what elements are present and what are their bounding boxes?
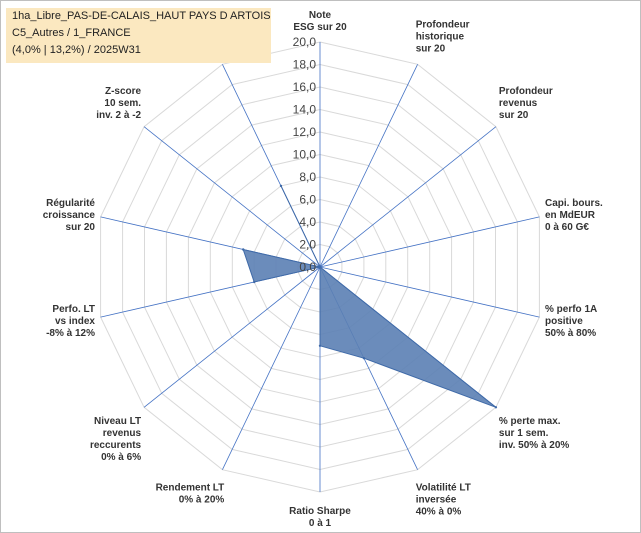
axis-label-line: positive xyxy=(545,316,583,327)
axis-label-line: 50% à 80% xyxy=(545,328,596,339)
axis-label-line: Profondeur xyxy=(499,86,553,97)
chart-title-box: 1ha_Libre_PAS-DE-CALAIS_HAUT PAYS D ARTO… xyxy=(6,8,271,63)
axis-label-line: ESG sur 20 xyxy=(293,22,347,33)
tick-label: 18,0 xyxy=(293,58,317,72)
spoke-line xyxy=(143,266,321,408)
axis-label-line: en MdEUR xyxy=(545,210,596,221)
axis-label-line: Volatilité LT xyxy=(416,482,471,493)
series-point xyxy=(318,265,322,269)
axis-label-line: 0 à 1 xyxy=(309,518,332,529)
series-point xyxy=(494,406,498,409)
series-point xyxy=(279,184,283,188)
radar-axis-labels: Note ESG sur 20 Profondeur historique sur 20… xyxy=(43,10,603,529)
tick-label: 8,0 xyxy=(299,170,316,184)
axis-label: Profondeur historique sur 20 xyxy=(416,20,470,55)
axis-label-line: Niveau LT xyxy=(94,416,141,427)
axis-label-line: reccurents xyxy=(90,440,142,451)
axis-label: Volatilité LT inversée 40% à 0% xyxy=(416,482,471,517)
tick-label: 10,0 xyxy=(293,148,317,162)
axis-label-line: historique xyxy=(416,32,465,43)
series-point xyxy=(318,344,322,347)
series-point xyxy=(242,248,245,251)
series-point xyxy=(362,357,366,360)
series-point xyxy=(253,280,256,284)
axis-label-line: croissance xyxy=(43,210,96,221)
axis-label-line: vs index xyxy=(55,316,95,327)
axis-label-line: sur 20 xyxy=(416,44,446,55)
axis-label-line: 10 sem. xyxy=(104,98,141,109)
tick-label: 14,0 xyxy=(293,103,317,117)
axis-label-line: revenus xyxy=(103,428,142,439)
axis-label: Ratio Sharpe 0 à 1 xyxy=(289,506,351,529)
axis-label-line: Régularité xyxy=(46,198,95,209)
axis-label: Niveau LT revenus reccurents 0% à 6% xyxy=(90,416,142,463)
axis-label: Rendement LT 0% à 20% xyxy=(156,482,225,505)
axis-label: Note ESG sur 20 xyxy=(293,10,347,33)
axis-label-line: sur 1 sem. xyxy=(499,428,549,439)
axis-label: Perfo. LT vs index -8% à 12% xyxy=(46,304,95,339)
spoke-line xyxy=(143,126,321,268)
axis-label-line: -8% à 12% xyxy=(46,328,95,339)
tick-label: 4,0 xyxy=(299,215,316,229)
axis-label-line: sur 20 xyxy=(66,222,96,233)
tick-label: 16,0 xyxy=(293,80,317,94)
tick-label: 0,0 xyxy=(299,260,316,274)
axis-label-line: Ratio Sharpe xyxy=(289,506,351,517)
series-area xyxy=(242,185,497,408)
axis-label-line: Note xyxy=(309,10,332,21)
spoke-line xyxy=(319,64,418,268)
spoke-line xyxy=(319,126,497,268)
axis-label-line: Rendement LT xyxy=(156,482,225,493)
chart-title-line-3: (4,0% | 13,2%) / 2025W31 xyxy=(12,44,141,56)
axis-label-line: inversée xyxy=(416,494,457,505)
tick-label: 12,0 xyxy=(293,125,317,139)
spoke-line xyxy=(319,266,540,318)
axis-label-line: inv. 50% à 20% xyxy=(499,440,570,451)
axis-label-line: 0 à 60 G€ xyxy=(545,222,589,233)
axis-label: Régularité croissance sur 20 xyxy=(43,198,96,233)
axis-label-line: 0% à 6% xyxy=(101,452,141,463)
radar-series xyxy=(242,184,498,409)
axis-label-line: Z-score xyxy=(105,86,142,97)
axis-label-line: % perte max. xyxy=(499,416,561,427)
radar-tick-labels: 0,0 2,0 4,0 6,0 8,0 10,0 12,0 14,0 16,0 18,0 20,0 xyxy=(293,35,317,274)
chart-title-line-1: 1ha_Libre_PAS-DE-CALAIS_HAUT PAYS D ARTO… xyxy=(12,10,271,22)
tick-label: 6,0 xyxy=(299,193,316,207)
axis-label-line: 0% à 20% xyxy=(179,494,225,505)
axis-label-line: % perfo 1A xyxy=(545,304,597,315)
axis-label-line: Capi. bours. xyxy=(545,198,603,209)
axis-label: % perte max. sur 1 sem. inv. 50% à 20% xyxy=(499,416,570,451)
chart-title-line-2: C5_Autres / 1_FRANCE xyxy=(12,27,131,39)
tick-label: 2,0 xyxy=(299,238,316,252)
axis-label-line: sur 20 xyxy=(499,110,529,121)
axis-label-line: revenus xyxy=(499,98,538,109)
axis-label: Capi. bours. en MdEUR 0 à 60 G€ xyxy=(545,198,603,233)
tick-label: 20,0 xyxy=(293,35,317,49)
axis-label-line: Profondeur xyxy=(416,20,470,31)
axis-label: % perfo 1A positive 50% à 80% xyxy=(545,304,597,339)
axis-label-line: 40% à 0% xyxy=(416,506,462,517)
axis-label: Z-score 10 sem. inv. 2 à -2 xyxy=(96,86,141,121)
spoke-line xyxy=(222,266,321,470)
axis-label-line: inv. 2 à -2 xyxy=(96,110,141,121)
axis-label: Profondeur revenus sur 20 xyxy=(499,86,553,121)
axis-label-line: Perfo. LT xyxy=(52,304,95,315)
spoke-line xyxy=(319,216,540,268)
